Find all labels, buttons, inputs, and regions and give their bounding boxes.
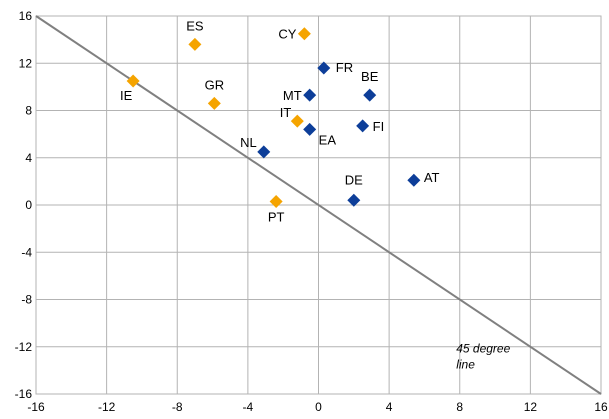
point-label-nl: NL	[240, 135, 257, 150]
y-tick-label: -12	[15, 340, 33, 354]
y-tick-label: -8	[21, 293, 32, 307]
x-tick-label: -4	[243, 400, 254, 414]
point-label-mt: MT	[283, 88, 302, 103]
data-point-fr	[317, 61, 331, 75]
y-tick-label: 0	[25, 198, 32, 212]
data-point-fi	[356, 119, 370, 133]
x-tick-label: 4	[386, 400, 393, 414]
y-tick-label: -4	[21, 245, 32, 259]
data-point-gr	[207, 96, 221, 110]
x-tick-label: -8	[172, 400, 183, 414]
data-points	[126, 27, 421, 208]
data-point-ie	[126, 74, 140, 88]
x-tick-label: 8	[456, 400, 463, 414]
y-tick-label: 8	[25, 104, 32, 118]
x-tick-label: 16	[594, 400, 608, 414]
data-point-mt	[303, 88, 317, 102]
data-point-ea	[303, 122, 317, 136]
data-point-es	[188, 37, 202, 51]
point-label-it: IT	[280, 105, 292, 120]
x-axis-ticks: -16 -12 -8 -4 0 4 8 12 16	[27, 400, 608, 414]
y-tick-label: 12	[19, 56, 33, 70]
reference-line-annotation-line: 45 degree	[456, 342, 510, 356]
reference-line-annotation-line: line	[456, 358, 475, 372]
data-point-pt	[269, 194, 283, 208]
point-label-ie: IE	[120, 88, 133, 103]
y-axis-ticks: -16 -12 -8 -4 0 4 8 12 16	[15, 9, 33, 401]
plot-border	[35, 15, 602, 395]
x-tick-label: -12	[98, 400, 116, 414]
point-label-fi: FI	[373, 119, 385, 134]
point-label-de: DE	[345, 172, 363, 187]
point-label-cy: CY	[278, 27, 296, 42]
data-point-be	[363, 88, 377, 102]
point-label-at: AT	[424, 170, 440, 185]
reference-line-annotation: 45 degree line	[456, 342, 510, 372]
point-label-es: ES	[186, 18, 204, 33]
point-label-fr: FR	[336, 60, 353, 75]
point-label-be: BE	[361, 69, 379, 84]
point-labels: ES CY IE GR IT PT FR BE MT EA FI NL DE AT	[120, 18, 440, 224]
data-point-cy	[297, 27, 311, 41]
x-tick-label: -16	[27, 400, 45, 414]
data-point-at	[407, 173, 421, 187]
y-tick-label: 16	[19, 9, 33, 23]
point-label-ea: EA	[319, 132, 337, 147]
x-tick-label: 12	[524, 400, 538, 414]
data-point-it	[290, 114, 304, 128]
point-label-gr: GR	[205, 77, 225, 92]
point-label-pt: PT	[268, 209, 285, 224]
y-tick-label: -16	[15, 387, 33, 401]
x-tick-label: 0	[315, 400, 322, 414]
data-point-de	[347, 193, 361, 207]
data-point-nl	[257, 145, 271, 159]
y-tick-label: 4	[25, 151, 32, 165]
